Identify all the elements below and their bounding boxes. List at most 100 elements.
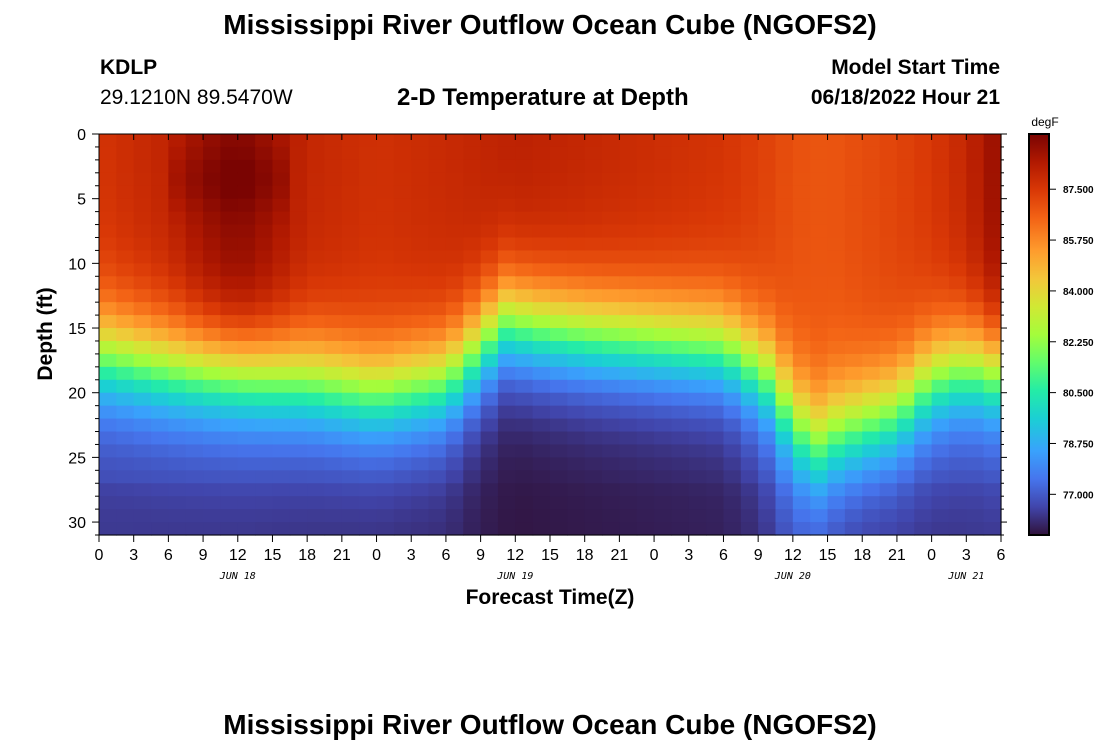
- heatmap-cell: [428, 457, 447, 471]
- heatmap-cell: [445, 198, 464, 213]
- heatmap-cell: [480, 509, 499, 523]
- x-tick-label: 6: [164, 547, 173, 564]
- heatmap-cell: [810, 198, 829, 213]
- heatmap-cell: [619, 211, 638, 226]
- heatmap-cell: [220, 159, 239, 174]
- heatmap-cell: [359, 237, 378, 252]
- heatmap-cell: [619, 134, 638, 148]
- heatmap-cell: [411, 366, 430, 381]
- heatmap-cell: [185, 211, 204, 226]
- heatmap-cell: [983, 457, 1002, 471]
- heatmap-cell: [324, 185, 343, 200]
- heatmap-cell: [896, 418, 915, 433]
- heatmap-cell: [827, 289, 846, 303]
- heatmap-cell: [688, 224, 707, 239]
- heatmap-cell: [289, 198, 308, 213]
- heatmap-cell: [168, 496, 187, 510]
- heatmap-cell: [463, 211, 482, 226]
- heatmap-cell: [289, 418, 308, 433]
- heatmap-cell: [411, 198, 430, 213]
- heatmap-cell: [168, 134, 187, 148]
- heatmap-cell: [255, 315, 274, 329]
- heatmap-cell: [827, 405, 846, 420]
- heatmap-cell: [654, 276, 673, 290]
- heatmap-cell: [706, 198, 725, 213]
- heatmap-cell: [289, 379, 308, 394]
- heatmap-cell: [445, 302, 464, 316]
- heatmap-cell: [168, 522, 187, 536]
- heatmap-cell: [428, 134, 447, 148]
- heatmap-cell: [862, 470, 881, 484]
- heatmap-cell: [948, 418, 967, 433]
- heatmap-cell: [411, 431, 430, 446]
- heatmap-cell: [983, 366, 1002, 381]
- heatmap-cell: [515, 405, 534, 420]
- heatmap-cell: [792, 159, 811, 174]
- colorbar: [1028, 133, 1050, 536]
- heatmap-cell: [324, 444, 343, 458]
- heatmap-cell: [844, 224, 863, 239]
- heatmap-cell: [255, 431, 274, 446]
- heatmap-cell: [203, 340, 222, 355]
- heatmap-cell: [792, 444, 811, 458]
- heatmap-cell: [463, 263, 482, 277]
- heatmap-cell: [879, 159, 898, 174]
- heatmap-cell: [445, 134, 464, 148]
- heatmap-cell: [341, 353, 360, 368]
- heatmap-cell: [671, 211, 690, 226]
- heatmap-cell: [567, 250, 586, 264]
- heatmap-cell: [497, 276, 516, 290]
- heatmap-cell: [393, 146, 412, 161]
- heatmap-cell: [983, 250, 1002, 264]
- heatmap-cell: [810, 431, 829, 446]
- heatmap-cell: [445, 146, 464, 161]
- heatmap-cell: [307, 198, 326, 213]
- heatmap-cell: [220, 522, 239, 536]
- heatmap-cell: [151, 431, 169, 446]
- heatmap-cell: [636, 134, 655, 148]
- heatmap-cell: [706, 418, 725, 433]
- heatmap-cell: [480, 470, 499, 484]
- heatmap-cell: [220, 237, 239, 252]
- heatmap-cell: [914, 211, 933, 226]
- heatmap-cell: [445, 444, 464, 458]
- heatmap-cell: [497, 522, 516, 536]
- heatmap-cell: [411, 146, 430, 161]
- heatmap-cell: [983, 470, 1002, 484]
- heatmap-cell: [931, 496, 950, 510]
- x-tick-label: 12: [784, 547, 802, 564]
- heatmap-cell: [255, 263, 274, 277]
- heatmap-cell: [99, 379, 117, 394]
- heatmap-cell: [133, 457, 152, 471]
- heatmap-cell: [341, 444, 360, 458]
- heatmap-cell: [688, 353, 707, 368]
- heatmap-cell: [168, 276, 187, 290]
- heatmap-cell: [723, 340, 742, 355]
- heatmap-cell: [203, 289, 222, 303]
- heatmap-cell: [654, 392, 673, 407]
- heatmap-cell: [896, 159, 915, 174]
- heatmap-cell: [220, 444, 239, 458]
- heatmap-cell: [480, 328, 499, 342]
- x-tick-label: 0: [95, 547, 104, 564]
- heatmap-cell: [116, 289, 135, 303]
- heatmap-cell: [341, 134, 360, 148]
- heatmap-cell: [948, 198, 967, 213]
- heatmap-cell: [515, 134, 534, 148]
- heatmap-cell: [203, 211, 222, 226]
- heatmap-cell: [827, 328, 846, 342]
- heatmap-cell: [914, 134, 933, 148]
- heatmap-cell: [740, 224, 759, 239]
- heatmap-cell: [376, 237, 395, 252]
- heatmap-cell: [393, 470, 412, 484]
- heatmap-cell: [272, 405, 291, 420]
- heatmap-cell: [827, 509, 846, 523]
- heatmap-cell: [740, 263, 759, 277]
- heatmap-cell: [706, 483, 725, 497]
- heatmap-cell: [862, 444, 881, 458]
- heatmap-cell: [237, 340, 256, 355]
- heatmap-cell: [220, 328, 239, 342]
- heatmap-cell: [168, 431, 187, 446]
- heatmap-cell: [827, 379, 846, 394]
- heatmap-cell: [792, 134, 811, 148]
